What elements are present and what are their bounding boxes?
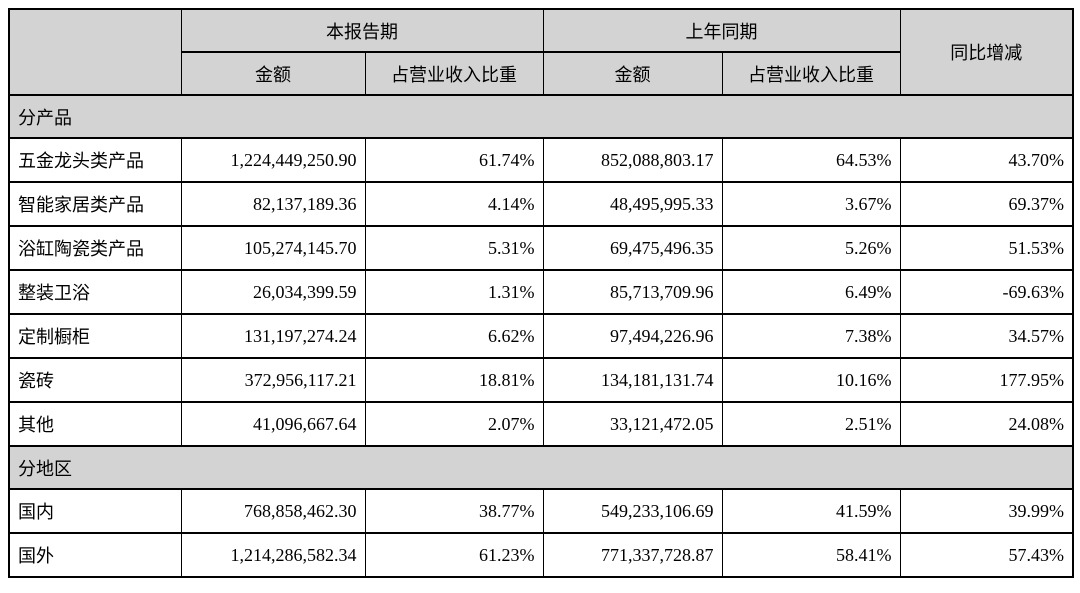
row-current-ratio: 4.14% xyxy=(364,181,544,227)
header-prior-ratio: 占营业收入比重 xyxy=(721,51,901,96)
table-row: 瓷砖 372,956,117.21 18.81% 134,181,131.74 … xyxy=(8,357,1074,403)
row-prior-ratio: 64.53% xyxy=(721,137,901,183)
row-prior-amount: 48,495,995.33 xyxy=(542,181,723,227)
row-current-amount: 82,137,189.36 xyxy=(180,181,366,227)
row-yoy-change: -69.63% xyxy=(899,269,1074,315)
section-label-products: 分产品 xyxy=(8,94,1074,139)
row-prior-ratio: 7.38% xyxy=(721,313,901,359)
row-prior-ratio: 10.16% xyxy=(721,357,901,403)
header-corner-cell xyxy=(8,8,182,96)
row-prior-amount: 549,233,106.69 xyxy=(542,488,723,534)
row-prior-ratio: 6.49% xyxy=(721,269,901,315)
row-yoy-change: 69.37% xyxy=(899,181,1074,227)
row-current-amount: 26,034,399.59 xyxy=(180,269,366,315)
row-yoy-change: 43.70% xyxy=(899,137,1074,183)
header-current-ratio: 占营业收入比重 xyxy=(364,51,544,96)
header-current-amount: 金额 xyxy=(180,51,366,96)
row-current-ratio: 2.07% xyxy=(364,401,544,447)
header-row-groups: 本报告期 上年同期 同比增减 xyxy=(8,8,1074,96)
table-row: 定制橱柜 131,197,274.24 6.62% 97,494,226.96 … xyxy=(8,313,1074,359)
header-prior-period: 上年同期 xyxy=(542,8,901,53)
header-row-subcolumns: 金额 占营业收入比重 金额 占营业收入比重 xyxy=(9,51,1073,96)
row-current-ratio: 5.31% xyxy=(364,225,544,271)
row-prior-amount: 85,713,709.96 xyxy=(542,269,723,315)
row-category: 瓷砖 xyxy=(8,357,182,403)
row-category: 浴缸陶瓷类产品 xyxy=(8,225,182,271)
header-prior-amount: 金额 xyxy=(542,51,723,96)
row-prior-amount: 33,121,472.05 xyxy=(542,401,723,447)
row-prior-amount: 771,337,728.87 xyxy=(542,532,723,578)
table-row: 五金龙头类产品 1,224,449,250.90 61.74% 852,088,… xyxy=(8,137,1074,183)
row-category: 定制橱柜 xyxy=(8,313,182,359)
row-category: 其他 xyxy=(8,401,182,447)
row-category: 整装卫浴 xyxy=(8,269,182,315)
table-row: 智能家居类产品 82,137,189.36 4.14% 48,495,995.3… xyxy=(8,181,1074,227)
table-row: 浴缸陶瓷类产品 105,274,145.70 5.31% 69,475,496.… xyxy=(8,225,1074,271)
row-current-ratio: 6.62% xyxy=(364,313,544,359)
financial-breakdown-table: 本报告期 上年同期 同比增减 金额 占营业收入比重 金额 占营业收入比重 分产品… xyxy=(8,8,1074,578)
section-row-products: 分产品 xyxy=(8,94,1074,139)
row-yoy-change: 177.95% xyxy=(899,357,1074,403)
row-category: 智能家居类产品 xyxy=(8,181,182,227)
row-current-amount: 372,956,117.21 xyxy=(180,357,366,403)
section-row-regions: 分地区 xyxy=(8,445,1074,490)
row-current-amount: 768,858,462.30 xyxy=(180,488,366,534)
header-current-period: 本报告期 xyxy=(180,8,544,53)
row-prior-ratio: 5.26% xyxy=(721,225,901,271)
row-prior-amount: 852,088,803.17 xyxy=(542,137,723,183)
row-category: 国外 xyxy=(8,532,182,578)
row-prior-amount: 97,494,226.96 xyxy=(542,313,723,359)
row-current-amount: 131,197,274.24 xyxy=(180,313,366,359)
row-prior-ratio: 41.59% xyxy=(721,488,901,534)
header-yoy-change: 同比增减 xyxy=(899,8,1074,96)
row-current-amount: 41,096,667.64 xyxy=(180,401,366,447)
row-current-ratio: 1.31% xyxy=(364,269,544,315)
row-category: 五金龙头类产品 xyxy=(8,137,182,183)
table-row: 其他 41,096,667.64 2.07% 33,121,472.05 2.5… xyxy=(8,401,1074,447)
row-yoy-change: 24.08% xyxy=(899,401,1074,447)
row-current-ratio: 18.81% xyxy=(364,357,544,403)
row-category: 国内 xyxy=(8,488,182,534)
row-current-amount: 1,214,286,582.34 xyxy=(180,532,366,578)
row-current-ratio: 61.23% xyxy=(364,532,544,578)
row-current-amount: 105,274,145.70 xyxy=(180,225,366,271)
row-yoy-change: 39.99% xyxy=(899,488,1074,534)
section-label-regions: 分地区 xyxy=(8,445,1074,490)
row-prior-ratio: 3.67% xyxy=(721,181,901,227)
row-current-ratio: 61.74% xyxy=(364,137,544,183)
row-current-ratio: 38.77% xyxy=(364,488,544,534)
table-row: 国外 1,214,286,582.34 61.23% 771,337,728.8… xyxy=(8,532,1074,578)
table-row: 整装卫浴 26,034,399.59 1.31% 85,713,709.96 6… xyxy=(8,269,1074,315)
row-yoy-change: 51.53% xyxy=(899,225,1074,271)
row-prior-ratio: 58.41% xyxy=(721,532,901,578)
table-row: 国内 768,858,462.30 38.77% 549,233,106.69 … xyxy=(8,488,1074,534)
row-current-amount: 1,224,449,250.90 xyxy=(180,137,366,183)
row-prior-ratio: 2.51% xyxy=(721,401,901,447)
row-yoy-change: 57.43% xyxy=(899,532,1074,578)
row-prior-amount: 69,475,496.35 xyxy=(542,225,723,271)
row-prior-amount: 134,181,131.74 xyxy=(542,357,723,403)
row-yoy-change: 34.57% xyxy=(899,313,1074,359)
